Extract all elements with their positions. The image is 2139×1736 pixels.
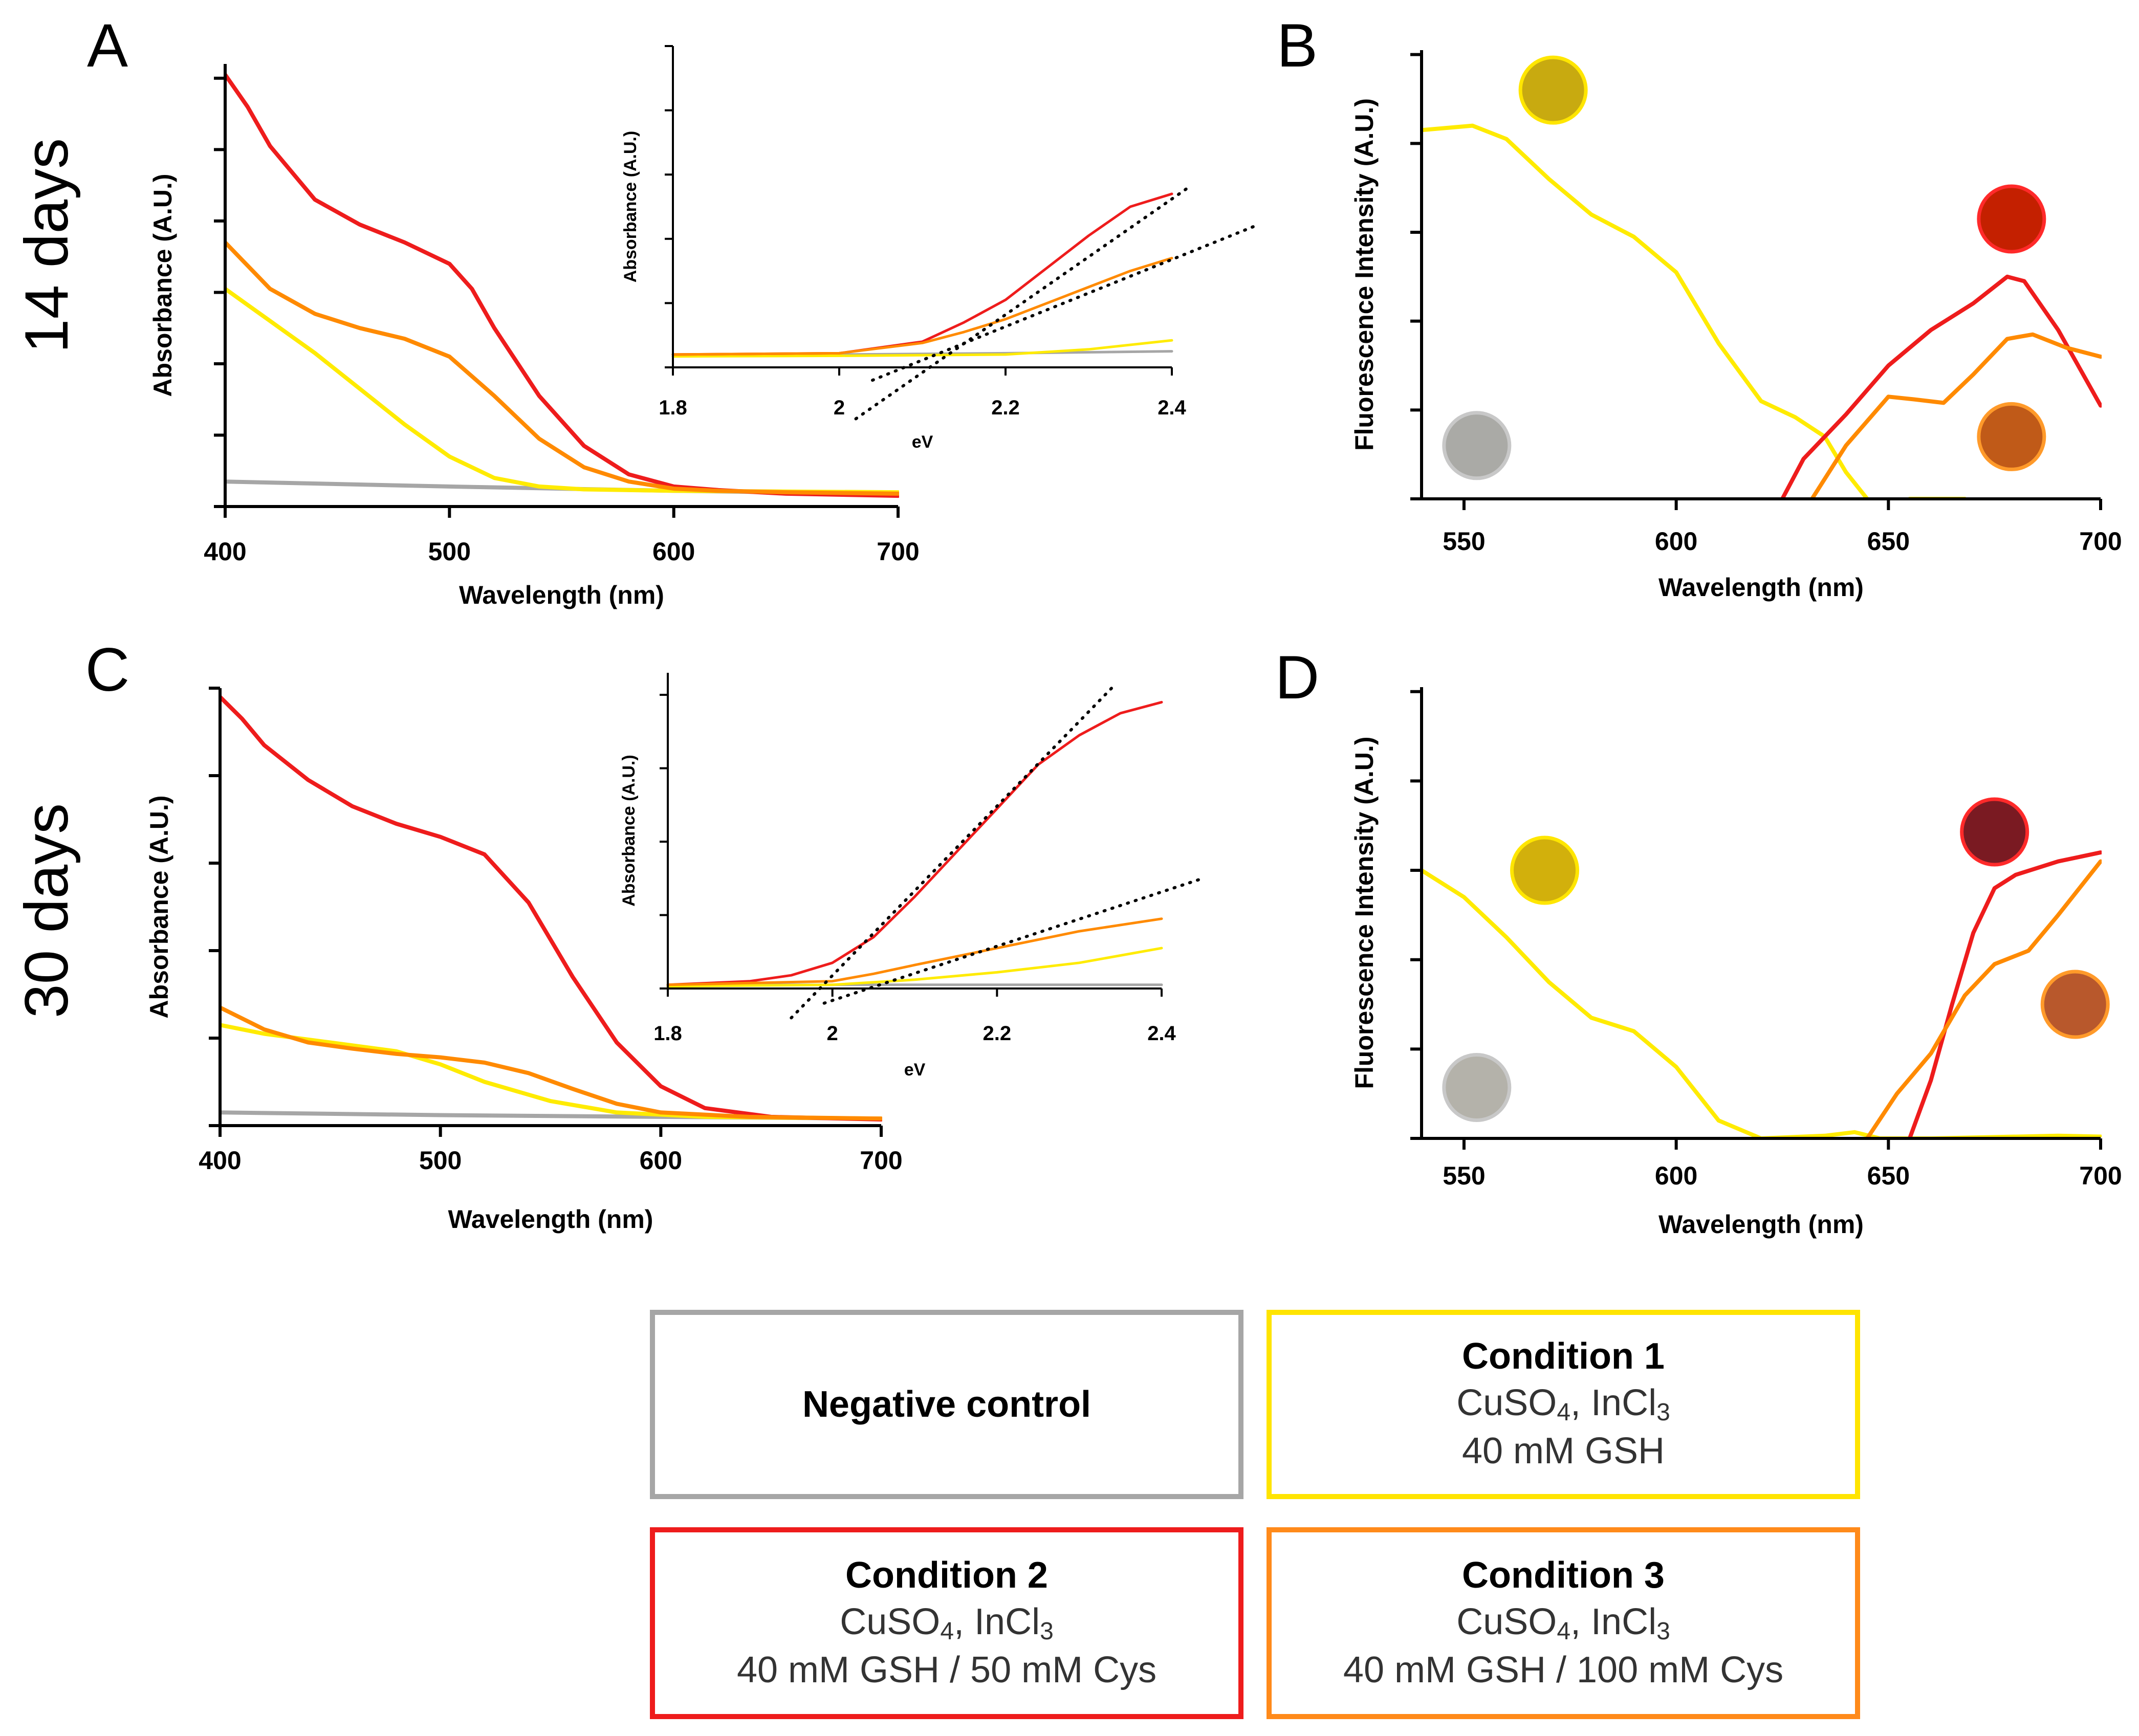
series-line-condition-2 bbox=[671, 192, 1173, 356]
row-label-30-days: 30 days bbox=[12, 803, 81, 1018]
series-line-condition-1 bbox=[225, 287, 899, 495]
inset-tauc-plot: 1.8 2 2.2 2.4 eV Absorbance (A.U.) bbox=[619, 673, 1205, 1080]
series-line-condition-1 bbox=[671, 339, 1173, 358]
x-tick-label: 600 bbox=[640, 1146, 682, 1175]
x-tick-label: 500 bbox=[419, 1146, 462, 1175]
x-tick-label: 2 bbox=[827, 1022, 838, 1045]
linear-fit-dotted-line bbox=[822, 876, 1205, 1005]
y-axis-title: Fluorescence Intensity (A.U.) bbox=[1350, 98, 1379, 451]
negative-control-sample-dot bbox=[1442, 411, 1512, 480]
linear-fit-dotted-line bbox=[790, 686, 1114, 1020]
legend-c3-salts: CuSO4, InCl3 bbox=[1456, 1601, 1670, 1645]
series-line-condition-3 bbox=[671, 257, 1173, 356]
x-tick-label: 2.4 bbox=[1158, 397, 1186, 419]
negative-control-sample-dot bbox=[1442, 1052, 1512, 1122]
legend-negative-title: Negative control bbox=[802, 1384, 1092, 1425]
x-axis-title: eV bbox=[912, 432, 933, 452]
x-tick-label: 1.8 bbox=[653, 1022, 682, 1045]
panel-letter: A bbox=[87, 11, 128, 80]
legend-c3-title: Condition 3 bbox=[1462, 1554, 1665, 1596]
condition-3-sample-dot bbox=[2040, 970, 2110, 1039]
linear-fit-dotted-line bbox=[854, 186, 1190, 421]
y-axis-title: Absorbance (A.U.) bbox=[619, 755, 639, 907]
x-axis-title: Wavelength (nm) bbox=[448, 1205, 653, 1234]
x-axis-title: eV bbox=[904, 1060, 926, 1080]
series-line-condition-3 bbox=[1810, 332, 2102, 498]
legend-c2-salts: CuSO4, InCl3 bbox=[840, 1601, 1054, 1645]
x-tick-label: 600 bbox=[652, 537, 695, 566]
row-label-14-days: 14 days bbox=[12, 138, 81, 353]
series-line-condition-1 bbox=[666, 947, 1163, 988]
legend-condition-2: Condition 2 CuSO4, InCl3 40 mM GSH / 50 … bbox=[650, 1527, 1243, 1719]
x-axis-title: Wavelength (nm) bbox=[459, 581, 664, 609]
series-line-condition-1 bbox=[1422, 868, 2102, 1137]
y-axis-title: Fluorescence Intensity (A.U.) bbox=[1350, 736, 1379, 1089]
x-tick-label: 2.2 bbox=[983, 1022, 1012, 1045]
legend-c1-salts: CuSO4, InCl3 bbox=[1456, 1382, 1670, 1426]
legend-c1-thiol: 40 mM GSH bbox=[1461, 1431, 1665, 1471]
series-line-condition-3 bbox=[1865, 859, 2102, 1137]
condition-2-sample-dot bbox=[1977, 184, 2046, 254]
x-tick-label: 500 bbox=[428, 537, 471, 566]
condition-1-sample-dot bbox=[1518, 55, 1588, 125]
legend-c1-title: Condition 1 bbox=[1462, 1336, 1665, 1377]
x-tick-label: 600 bbox=[1655, 1161, 1697, 1190]
series-line-condition-3 bbox=[225, 240, 899, 496]
legend-condition-1: Condition 1 CuSO4, InCl3 40 mM GSH bbox=[1267, 1310, 1860, 1499]
legend-c2-thiol: 40 mM GSH / 50 mM Cys bbox=[736, 1649, 1157, 1690]
x-tick-label: 600 bbox=[1655, 527, 1697, 556]
condition-2-sample-dot bbox=[1960, 797, 2029, 867]
x-tick-label: 650 bbox=[1867, 527, 1910, 556]
series-line-condition-2 bbox=[1908, 850, 2102, 1137]
series-line-condition-3 bbox=[220, 1005, 882, 1121]
x-tick-label: 700 bbox=[2079, 1161, 2122, 1190]
series-line-condition-1 bbox=[220, 1023, 882, 1121]
linear-fit-dotted-line bbox=[871, 224, 1257, 382]
x-tick-label: 700 bbox=[877, 537, 919, 566]
legend-c2-title: Condition 2 bbox=[845, 1554, 1048, 1596]
series-line-condition-2 bbox=[225, 72, 899, 498]
x-tick-label: 2 bbox=[834, 397, 845, 419]
x-tick-label: 550 bbox=[1443, 527, 1485, 556]
condition-3-sample-dot bbox=[1977, 402, 2046, 471]
legend-negative-control: Negative control bbox=[650, 1310, 1243, 1499]
series-line-condition-3 bbox=[666, 917, 1163, 986]
x-tick-label: 1.8 bbox=[659, 397, 687, 419]
panel-letter: D bbox=[1275, 643, 1320, 712]
y-axis-title: Absorbance (A.U.) bbox=[148, 173, 177, 397]
x-axis-title: Wavelength (nm) bbox=[1658, 573, 1864, 602]
x-tick-label: 700 bbox=[860, 1146, 902, 1175]
legend-condition-3: Condition 3 CuSO4, InCl3 40 mM GSH / 100… bbox=[1267, 1527, 1860, 1719]
series-line-condition-2 bbox=[220, 695, 882, 1122]
panel-b: B 550 600 650 700 Wavelength (nm) Fluorescence… bbox=[1277, 11, 2122, 602]
series-line-condition-2 bbox=[1780, 274, 2102, 498]
x-tick-label: 400 bbox=[199, 1146, 241, 1175]
y-axis-title: Absorbance (A.U.) bbox=[145, 795, 173, 1018]
x-tick-label: 700 bbox=[2079, 527, 2122, 556]
x-tick-label: 2.2 bbox=[991, 397, 1020, 419]
series-line-condition-2 bbox=[666, 700, 1163, 986]
y-axis-title: Absorbance (A.U.) bbox=[621, 131, 640, 283]
panel-a: A 400 500 600 700 Wavelength (nm) Absorbance (… bbox=[87, 11, 1257, 609]
panel-c: C 400 500 600 700 Wavelength (nm) Absorbance (… bbox=[85, 635, 1205, 1234]
condition-1-sample-dot bbox=[1510, 836, 1580, 905]
x-tick-label: 650 bbox=[1867, 1161, 1910, 1190]
legend-c3-thiol: 40 mM GSH / 100 mM Cys bbox=[1343, 1649, 1784, 1690]
x-tick-label: 2.4 bbox=[1147, 1022, 1176, 1045]
panel-letter: C bbox=[85, 635, 130, 704]
panel-letter: B bbox=[1277, 11, 1318, 80]
panel-d: D 550 600 650 700 Wavelength (nm) Fluorescence… bbox=[1275, 643, 2122, 1239]
x-tick-label: 550 bbox=[1443, 1161, 1485, 1190]
x-tick-label: 400 bbox=[204, 537, 246, 566]
inset-tauc-plot: 1.8 2 2.2 2.4 eV Absorbance (A.U.) bbox=[621, 45, 1257, 452]
x-axis-title: Wavelength (nm) bbox=[1658, 1210, 1864, 1239]
